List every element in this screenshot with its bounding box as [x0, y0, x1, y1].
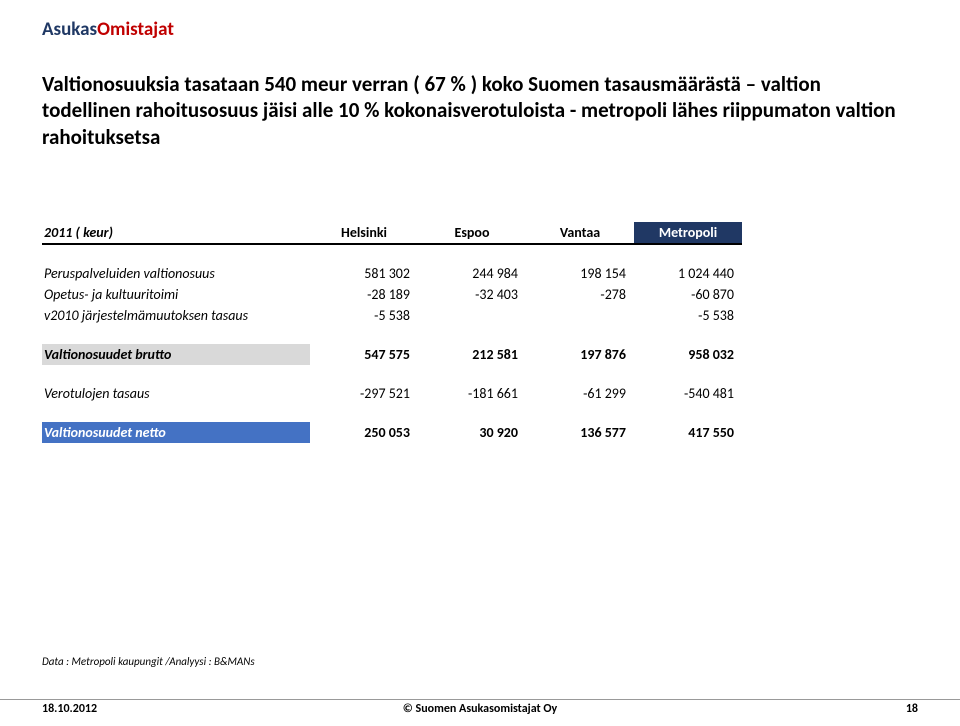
cell: 581 302: [310, 263, 418, 284]
brand-part1: Asukas: [42, 18, 97, 41]
header-espoo: Espoo: [418, 222, 526, 244]
cell: 958 032: [634, 344, 742, 365]
cell: -278: [526, 284, 634, 305]
row-label: v2010 järjestelmämuutoksen tasaus: [42, 305, 310, 326]
data-citation: Data : Metropoli kaupungit /Analyysi : B…: [42, 655, 255, 668]
cell: [418, 305, 526, 326]
cell: 244 984: [418, 263, 526, 284]
cell: 417 550: [634, 422, 742, 443]
header-vantaa: Vantaa: [526, 222, 634, 244]
table-row: v2010 järjestelmämuutoksen tasaus -5 538…: [42, 305, 742, 326]
cell: -297 521: [310, 383, 418, 404]
cell: -181 661: [418, 383, 526, 404]
header-metropoli: Metropoli: [634, 222, 742, 244]
row-label: Verotulojen tasaus: [42, 383, 310, 404]
row-verotulojen: Verotulojen tasaus -297 521 -181 661 -61…: [42, 383, 742, 404]
header-year: 2011 ( keur): [42, 222, 310, 244]
row-netto: Valtionosuudet netto 250 053 30 920 136 …: [42, 422, 742, 443]
cell: -540 481: [634, 383, 742, 404]
brand-part2: Omistajat: [97, 18, 174, 41]
cell: 198 154: [526, 263, 634, 284]
cell: 1 024 440: [634, 263, 742, 284]
cell: -60 870: [634, 284, 742, 305]
cell: [526, 305, 634, 326]
row-label: Valtionosuudet netto: [42, 422, 310, 443]
valtionosuus-table: 2011 ( keur) Helsinki Espoo Vantaa Metro…: [42, 222, 742, 443]
footer-copyright: © Suomen Asukasomistajat Oy: [0, 702, 960, 716]
cell: 197 876: [526, 344, 634, 365]
cell: -5 538: [310, 305, 418, 326]
cell: 250 053: [310, 422, 418, 443]
cell: 547 575: [310, 344, 418, 365]
cell: 136 577: [526, 422, 634, 443]
brand-logo: AsukasOmistajat: [42, 18, 918, 41]
cell: -28 189: [310, 284, 418, 305]
cell: -32 403: [418, 284, 526, 305]
row-label: Opetus- ja kultuuritoimi: [42, 284, 310, 305]
row-label: Peruspalveluiden valtionosuus: [42, 263, 310, 284]
row-brutto: Valtionosuudet brutto 547 575 212 581 19…: [42, 344, 742, 365]
table-header-row: 2011 ( keur) Helsinki Espoo Vantaa Metro…: [42, 222, 742, 244]
table-row: Peruspalveluiden valtionosuus 581 302 24…: [42, 263, 742, 284]
page-footer: © Suomen Asukasomistajat Oy 18.10.2012 1…: [0, 699, 960, 716]
row-label: Valtionosuudet brutto: [42, 344, 310, 365]
cell: 30 920: [418, 422, 526, 443]
page-subtitle: Valtionosuuksia tasataan 540 meur verran…: [42, 71, 912, 150]
cell: 212 581: [418, 344, 526, 365]
cell: -5 538: [634, 305, 742, 326]
header-helsinki: Helsinki: [310, 222, 418, 244]
table-row: Opetus- ja kultuuritoimi -28 189 -32 403…: [42, 284, 742, 305]
cell: -61 299: [526, 383, 634, 404]
